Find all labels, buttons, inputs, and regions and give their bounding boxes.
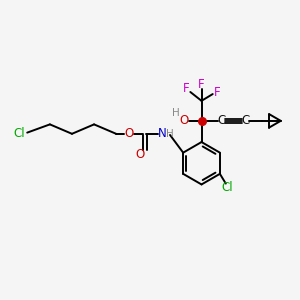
Text: O: O [136, 148, 145, 161]
Text: H: H [172, 108, 179, 118]
Text: H: H [166, 129, 173, 139]
Text: O: O [179, 114, 188, 127]
Text: F: F [183, 82, 190, 95]
Text: O: O [125, 127, 134, 140]
Text: Cl: Cl [13, 127, 25, 140]
Text: C: C [218, 114, 226, 127]
Text: Cl: Cl [221, 181, 233, 194]
Text: F: F [198, 78, 205, 91]
Text: C: C [242, 114, 250, 127]
Text: F: F [214, 86, 220, 99]
Text: N: N [158, 127, 167, 140]
